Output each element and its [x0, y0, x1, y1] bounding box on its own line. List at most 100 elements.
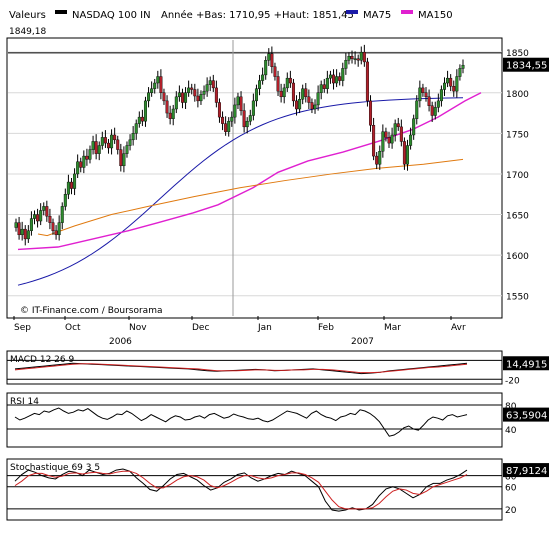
candle-body — [393, 123, 397, 136]
year-label: 2007 — [351, 337, 374, 347]
x-tick-label: Mar — [384, 323, 401, 333]
ma150-legend-label: MA150 — [418, 10, 453, 21]
candle-body — [131, 133, 135, 141]
candle-body — [409, 134, 413, 146]
candle-body — [384, 131, 388, 138]
main-plot-frame — [6, 37, 503, 319]
instrument-label: NASDAQ 100 IN — [72, 10, 151, 21]
candle-body — [402, 141, 406, 165]
main-y-tick-labels: 1550 1600 1650 1700 1750 1800 1850 — [506, 49, 529, 303]
candle-body — [273, 66, 277, 77]
candle-body — [282, 87, 286, 98]
candle-body — [298, 99, 302, 110]
ma150-legend-swatch — [401, 10, 413, 14]
indicator-signal-line — [14, 470, 468, 510]
candle-body — [446, 77, 450, 84]
candle-body — [412, 118, 416, 136]
candle-body — [418, 87, 422, 102]
candle-body — [322, 84, 326, 89]
indicator-frame — [6, 392, 503, 448]
candle-body — [461, 64, 465, 69]
candle-body — [73, 173, 77, 189]
candle-body — [208, 80, 212, 85]
candle-body — [150, 88, 154, 93]
candle-body — [335, 76, 339, 84]
candle-body — [332, 74, 336, 84]
y-tick-label: 1600 — [506, 252, 529, 262]
candle-body — [66, 181, 70, 195]
candle-body — [236, 96, 240, 106]
candle-body — [356, 58, 360, 61]
candle-body — [82, 155, 86, 168]
candle-body — [17, 222, 21, 236]
candle-body — [202, 90, 206, 95]
indicator-tick-label: 20 — [505, 506, 517, 516]
candle-body — [116, 139, 120, 150]
candle-body — [458, 68, 462, 77]
main-overlay-lines — [17, 92, 482, 286]
rsi-panel: 80 40 RSI 14 63,5904 — [6, 392, 549, 448]
candle-body — [433, 107, 437, 116]
candle-body — [171, 108, 175, 119]
candle-body — [165, 100, 169, 114]
candle-body — [79, 161, 83, 168]
candle-body — [217, 102, 221, 118]
candle-body — [242, 110, 246, 128]
candle-body — [128, 139, 132, 146]
candle-body — [97, 145, 101, 154]
candle-body — [168, 112, 172, 119]
candle-body — [301, 88, 305, 100]
candle-body — [26, 230, 30, 240]
candle-body — [288, 77, 292, 84]
candle-body — [239, 96, 243, 111]
candle-body — [233, 104, 237, 118]
candle-body — [224, 123, 228, 132]
candle-body — [88, 149, 92, 160]
candle-body — [20, 228, 24, 236]
candle-body — [261, 74, 265, 81]
candle-body — [439, 89, 443, 102]
indicator-title: Stochastique 69 3 5 — [10, 463, 100, 473]
candle-body — [122, 153, 126, 167]
candle-body — [137, 116, 141, 124]
indicator-title: MACD 12 26 9 — [10, 355, 74, 365]
candle-body — [421, 87, 425, 93]
indicator-value-badge-text: 63,5904 — [506, 411, 547, 422]
candle-body — [387, 137, 391, 144]
last-value-badge-bg — [503, 57, 549, 72]
candle-body — [23, 228, 27, 240]
candle-body — [36, 214, 40, 222]
y-tick-label: 1550 — [506, 293, 529, 303]
candle-body — [325, 77, 329, 89]
candle-body — [295, 100, 299, 110]
candle-body — [455, 76, 459, 92]
candle-body — [125, 145, 129, 154]
candle-body — [106, 142, 110, 149]
y-tick-label: 1750 — [506, 130, 529, 140]
candle-body — [424, 92, 428, 98]
candle-body — [91, 141, 95, 150]
candle-body — [54, 230, 58, 236]
high-value-label: 1849,18 — [9, 27, 46, 37]
indicator-value-badge-text: 14,4915 — [506, 359, 547, 370]
indicator-value-badge-bg — [503, 407, 549, 422]
indicator-line — [14, 407, 468, 437]
candle-body — [291, 82, 295, 102]
candle-body — [205, 84, 209, 92]
candle-body — [310, 102, 314, 110]
candle-body — [359, 51, 363, 61]
candle-body — [328, 74, 332, 79]
candle-body — [254, 88, 258, 102]
instrument-legend-swatch — [55, 10, 67, 14]
x-tick-label: Feb — [318, 323, 334, 333]
candle-body — [264, 60, 268, 76]
candle-body — [51, 222, 55, 231]
candle-body — [369, 100, 373, 126]
candle-body — [211, 80, 215, 89]
candle-body — [156, 76, 160, 84]
candle-body — [60, 206, 64, 223]
y-tick-label: 1850 — [506, 49, 529, 59]
candle-body — [196, 95, 200, 102]
